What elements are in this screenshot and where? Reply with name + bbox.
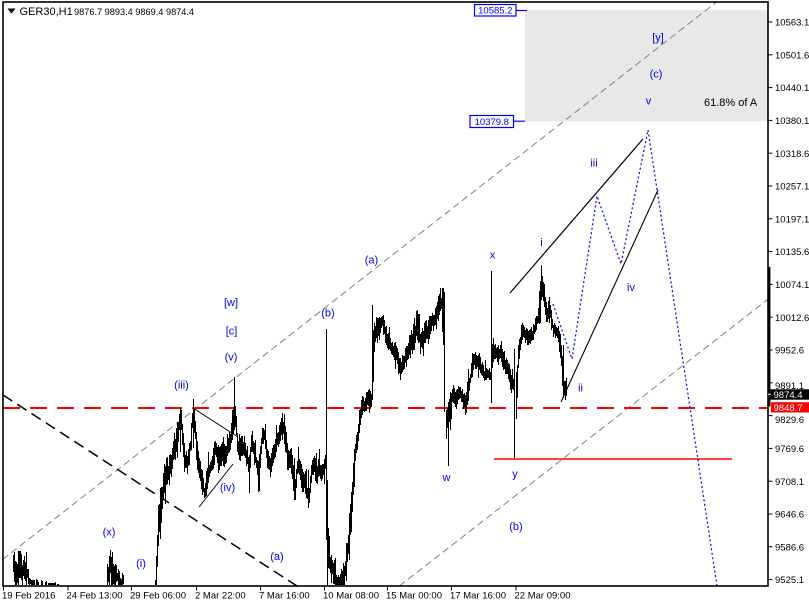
svg-text:ii: ii: [578, 383, 583, 395]
svg-text:9952.6: 9952.6: [775, 346, 804, 357]
svg-text:10379.8: 10379.8: [475, 117, 509, 128]
svg-text:(iii): (iii): [174, 380, 189, 392]
svg-text:9891.1: 9891.1: [775, 381, 804, 392]
svg-text:i: i: [540, 237, 542, 249]
svg-text:10585.2: 10585.2: [478, 6, 512, 17]
svg-text:10380.1: 10380.1: [775, 116, 809, 127]
svg-text:[w]: [w]: [224, 297, 238, 309]
svg-text:(b): (b): [321, 308, 334, 320]
svg-text:24 Feb 13:00: 24 Feb 13:00: [67, 591, 123, 602]
svg-text:w: w: [442, 472, 451, 484]
svg-text:iv: iv: [627, 282, 635, 294]
svg-text:9708.1: 9708.1: [775, 477, 804, 488]
svg-text:9876.7 9893.4 9869.4 9874.4: 9876.7 9893.4 9869.4 9874.4: [74, 7, 194, 17]
svg-text:10257.1: 10257.1: [775, 182, 809, 193]
svg-text:9646.6: 9646.6: [775, 510, 804, 521]
svg-text:22 Mar 09:00: 22 Mar 09:00: [515, 591, 571, 602]
svg-text:10197.1: 10197.1: [775, 214, 809, 225]
svg-text:x: x: [490, 250, 496, 262]
svg-text:9829.6: 9829.6: [775, 415, 804, 426]
svg-text:10440.1: 10440.1: [775, 83, 809, 94]
svg-text:10 Mar 08:00: 10 Mar 08:00: [323, 591, 379, 602]
svg-text:9525.1: 9525.1: [775, 575, 804, 586]
svg-text:(v): (v): [225, 352, 238, 364]
svg-text:10318.6: 10318.6: [775, 149, 809, 160]
svg-text:(iv): (iv): [220, 482, 235, 494]
svg-text:(b): (b): [509, 521, 522, 533]
svg-text:61.8% of A: 61.8% of A: [704, 97, 758, 109]
svg-text:y: y: [512, 469, 518, 481]
svg-text:[y]: [y]: [652, 32, 664, 44]
svg-text:10563.1: 10563.1: [775, 18, 809, 29]
svg-text:10501.6: 10501.6: [775, 50, 809, 61]
svg-text:(a): (a): [365, 255, 378, 267]
svg-text:(c): (c): [650, 69, 663, 81]
svg-text:17 Mar 16:00: 17 Mar 16:00: [450, 591, 506, 602]
svg-text:15 Mar 00:00: 15 Mar 00:00: [386, 591, 442, 602]
svg-text:9586.6: 9586.6: [775, 542, 804, 553]
svg-text:9874.4: 9874.4: [774, 390, 803, 401]
svg-text:7 Mar 16:00: 7 Mar 16:00: [259, 591, 310, 602]
svg-text:9769.6: 9769.6: [775, 444, 804, 455]
svg-text:10012.6: 10012.6: [775, 313, 809, 324]
svg-text:(a): (a): [270, 551, 283, 563]
svg-text:10135.6: 10135.6: [775, 247, 809, 258]
svg-text:19 Feb 2016: 19 Feb 2016: [2, 591, 55, 602]
svg-text:10074.1: 10074.1: [775, 280, 809, 291]
svg-text:iii: iii: [590, 158, 597, 170]
svg-text:29 Feb 06:00: 29 Feb 06:00: [130, 591, 186, 602]
svg-text:GER30,H1: GER30,H1: [20, 6, 73, 18]
svg-text:[c]: [c]: [226, 326, 238, 338]
svg-text:v: v: [646, 96, 652, 108]
svg-text:9848.7: 9848.7: [774, 403, 803, 414]
svg-text:2 Mar 22:00: 2 Mar 22:00: [195, 591, 246, 602]
svg-text:(i): (i): [136, 558, 146, 570]
svg-text:(x): (x): [103, 527, 116, 539]
